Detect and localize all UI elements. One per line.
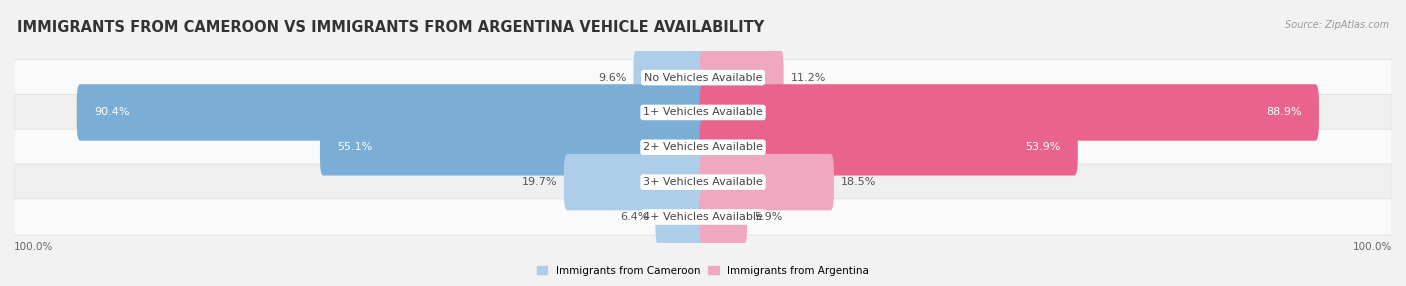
Text: 2+ Vehicles Available: 2+ Vehicles Available	[643, 142, 763, 152]
FancyBboxPatch shape	[14, 199, 1392, 235]
FancyBboxPatch shape	[700, 119, 1078, 176]
Text: 90.4%: 90.4%	[94, 108, 129, 118]
Text: No Vehicles Available: No Vehicles Available	[644, 73, 762, 83]
Text: 88.9%: 88.9%	[1265, 108, 1302, 118]
FancyBboxPatch shape	[700, 49, 783, 106]
Text: 18.5%: 18.5%	[841, 177, 876, 187]
Text: 100.0%: 100.0%	[14, 242, 53, 252]
Text: 6.4%: 6.4%	[620, 212, 648, 222]
Text: 9.6%: 9.6%	[598, 73, 627, 83]
FancyBboxPatch shape	[634, 49, 706, 106]
Text: 100.0%: 100.0%	[1353, 242, 1392, 252]
Text: IMMIGRANTS FROM CAMEROON VS IMMIGRANTS FROM ARGENTINA VEHICLE AVAILABILITY: IMMIGRANTS FROM CAMEROON VS IMMIGRANTS F…	[17, 20, 763, 35]
Text: 4+ Vehicles Available: 4+ Vehicles Available	[643, 212, 763, 222]
FancyBboxPatch shape	[564, 154, 706, 210]
FancyBboxPatch shape	[77, 84, 706, 141]
Text: Source: ZipAtlas.com: Source: ZipAtlas.com	[1285, 20, 1389, 30]
Text: 5.9%: 5.9%	[754, 212, 782, 222]
FancyBboxPatch shape	[655, 189, 706, 245]
FancyBboxPatch shape	[321, 119, 706, 176]
FancyBboxPatch shape	[14, 164, 1392, 200]
FancyBboxPatch shape	[14, 59, 1392, 96]
FancyBboxPatch shape	[14, 94, 1392, 131]
FancyBboxPatch shape	[700, 154, 834, 210]
FancyBboxPatch shape	[14, 129, 1392, 165]
FancyBboxPatch shape	[700, 84, 1319, 141]
Text: 19.7%: 19.7%	[522, 177, 557, 187]
FancyBboxPatch shape	[700, 189, 747, 245]
Legend: Immigrants from Cameroon, Immigrants from Argentina: Immigrants from Cameroon, Immigrants fro…	[533, 262, 873, 280]
Text: 55.1%: 55.1%	[337, 142, 373, 152]
Text: 3+ Vehicles Available: 3+ Vehicles Available	[643, 177, 763, 187]
Text: 1+ Vehicles Available: 1+ Vehicles Available	[643, 108, 763, 118]
Text: 11.2%: 11.2%	[790, 73, 825, 83]
Text: 53.9%: 53.9%	[1025, 142, 1060, 152]
